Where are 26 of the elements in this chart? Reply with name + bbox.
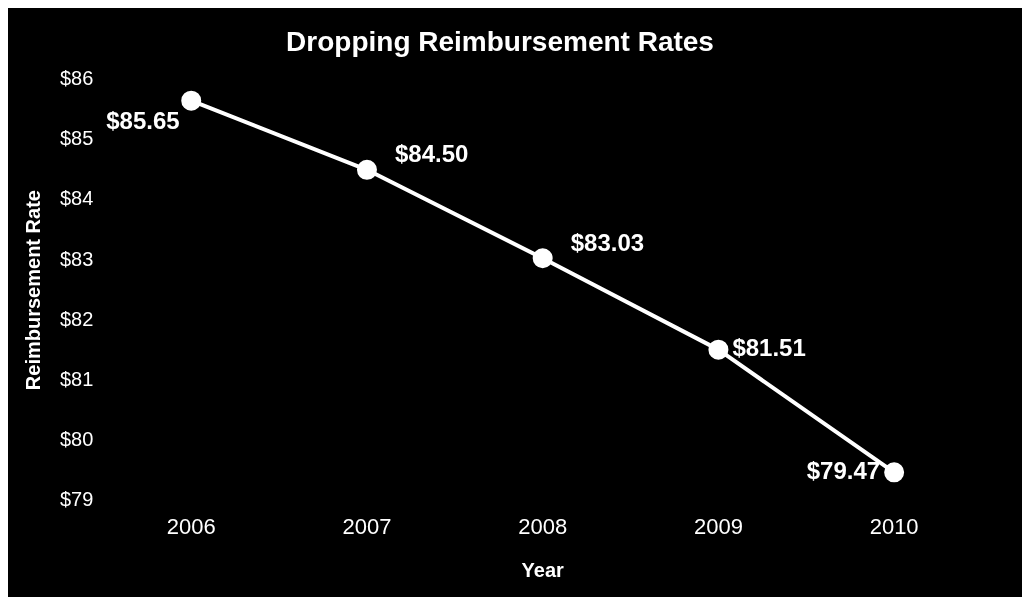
y-tick-label: $85 [59,127,94,150]
point [181,90,202,111]
y-tick-label: $79 [59,488,94,511]
x-tick-label: 2009 [693,513,743,539]
y-tick-label: $82 [59,307,94,330]
x-tick-label: 2008 [518,513,568,539]
x-tick-label: 2006 [166,513,216,539]
data-label: $79.47 [806,456,881,484]
point [532,248,553,269]
x-tick-label: 2007 [342,513,392,539]
y-tick-label: $84 [59,187,94,210]
chart-title: Dropping Reimbursement Rates [286,25,714,57]
y-tick-label: $81 [59,367,94,390]
y-axis-title: Reimbursement Rate [21,190,44,391]
point [884,462,905,483]
x-axis-title: Year [521,558,565,581]
data-label: $81.51 [732,334,806,362]
y-tick-label: $83 [59,247,94,270]
y-tick-label: $80 [59,427,94,450]
data-label: $84.50 [394,140,469,168]
point [708,339,729,360]
y-tick-label: $86 [59,67,94,90]
point [356,159,377,180]
x-tick-label: 2010 [869,513,919,539]
data-label: $83.03 [570,228,645,256]
data-label: $85.65 [106,107,180,135]
